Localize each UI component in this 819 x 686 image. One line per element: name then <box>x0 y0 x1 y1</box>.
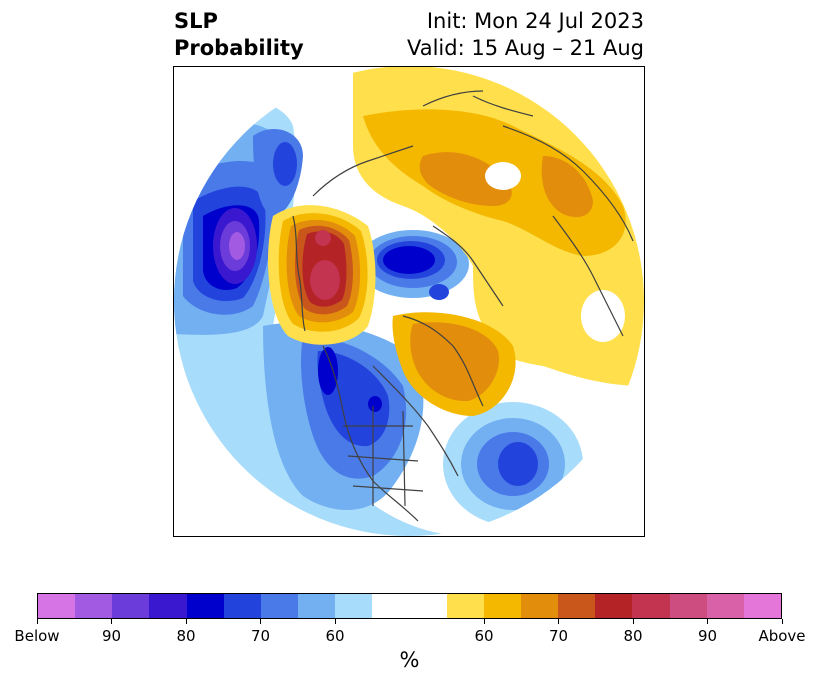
colorbar-below-segment <box>38 594 76 618</box>
colorbar-above-segment <box>595 594 633 618</box>
coastlines <box>292 90 634 522</box>
colorbar-tick-mark <box>260 619 261 624</box>
colorbar-neutral-segment <box>372 594 447 618</box>
colorbar-above-segment <box>632 594 670 618</box>
greenland-high-core-6 <box>315 230 331 246</box>
init-date: Init: Mon 24 Jul 2023 <box>426 9 644 33</box>
valid-range: Valid: 15 Aug – 21 Aug <box>406 36 644 60</box>
colorbar-tick-mark <box>707 619 708 624</box>
colorbar-tick-mark <box>558 619 559 624</box>
colorbar-below-segment <box>112 594 150 618</box>
colorbar-tick-label: Below <box>14 627 60 645</box>
alaska-low-core <box>273 142 297 186</box>
colorbar-below-segment <box>186 594 224 618</box>
colorbar-tick-label: 90 <box>697 627 718 645</box>
colorbar-below-segment <box>260 594 299 618</box>
eurasia-high-core-3 <box>541 156 593 218</box>
colorbar-above-segment <box>669 594 707 618</box>
colorbar-tick-mark <box>632 619 634 624</box>
colorbar-below-segment <box>298 594 336 618</box>
colorbar-tick-label: 60 <box>474 627 494 645</box>
eurasia-high-core-2 <box>419 152 512 206</box>
colorbar-tick-mark <box>111 619 112 624</box>
colorbar-tick-label: 90 <box>101 627 122 645</box>
colorbar-tick-label: 60 <box>325 627 345 645</box>
polar-map <box>173 66 645 537</box>
map-title: SLP Probability <box>174 8 304 62</box>
north-america-low-core-4 <box>368 396 382 412</box>
colorbar-tick-label: 80 <box>623 627 643 645</box>
north-america-low-core-3 <box>318 347 338 395</box>
arctic-low-spot <box>429 284 449 300</box>
colorbar-below-segment <box>335 594 373 618</box>
near-normal-gap <box>485 162 521 190</box>
probability-field <box>174 66 644 536</box>
colorbar-tick-label: Above <box>758 627 806 645</box>
colorbar-tick-mark <box>334 619 336 624</box>
colorbar-above-segment <box>483 594 522 618</box>
colorbar-tick-label: 70 <box>548 627 569 645</box>
arctic-low-core-3 <box>383 246 435 274</box>
colorbar-above-segment <box>743 594 782 618</box>
colorbar-tick-label: 70 <box>250 627 271 645</box>
colorbar-tick-mark <box>781 619 783 624</box>
colorbar-above-segment <box>446 594 484 618</box>
title-metric: Probability <box>174 36 304 60</box>
colorbar-below-segment <box>149 594 187 618</box>
colorbar-below-segment <box>75 594 113 618</box>
below-normal-regions <box>174 95 583 536</box>
atlantic-low-core-3 <box>498 442 538 486</box>
greenland-high-core-5 <box>310 260 340 300</box>
map-dates: Init: Mon 24 Jul 2023 Valid: 15 Aug – 21… <box>407 8 644 62</box>
scandinavia-high-core <box>410 322 499 402</box>
title-variable: SLP <box>174 9 218 33</box>
colorbar-above-segment <box>558 594 596 618</box>
colorbar-below-segment <box>223 594 261 618</box>
colorbar-unit-label: % <box>399 648 420 672</box>
probability-colorbar <box>37 593 782 619</box>
pacific-low-core-7 <box>229 232 245 260</box>
colorbar-above-segment <box>521 594 559 618</box>
colorbar-tick-mark <box>36 619 38 624</box>
colorbar-above-segment <box>706 594 744 618</box>
near-normal-gap-2 <box>581 290 625 342</box>
colorbar-tick-mark <box>185 619 187 624</box>
colorbar-tick-label: 80 <box>176 627 196 645</box>
colorbar-tick-mark <box>483 619 485 624</box>
